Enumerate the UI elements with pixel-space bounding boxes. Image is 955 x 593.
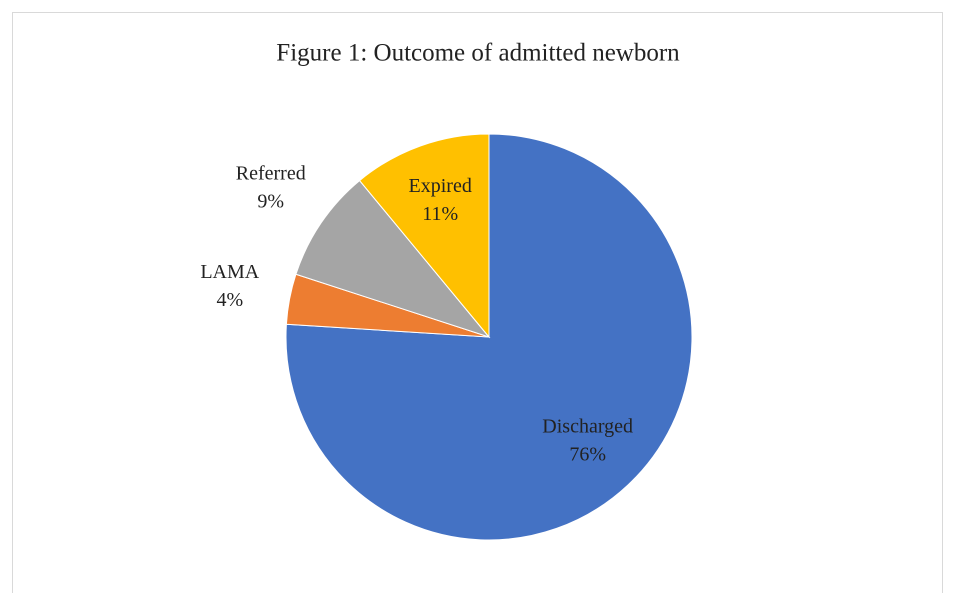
slice-value: 9% — [257, 190, 284, 212]
slice-value: 11% — [422, 203, 458, 225]
slice-label: Discharged — [542, 416, 633, 438]
chart-frame — [12, 12, 943, 593]
pie-slice — [295, 179, 491, 339]
slice-label: LAMA — [200, 261, 259, 283]
slice-label: Referred — [236, 162, 306, 184]
slice-label: Expired — [409, 175, 472, 197]
chart-title: Figure 1: Outcome of admitted newborn — [276, 40, 680, 67]
slice-value: 4% — [216, 289, 243, 311]
slice-value: 76% — [569, 444, 606, 466]
pie-slice — [358, 133, 490, 339]
